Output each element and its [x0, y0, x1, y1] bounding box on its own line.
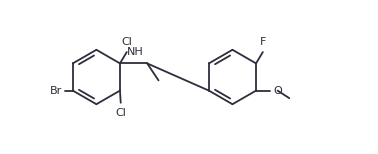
Text: NH: NH: [127, 47, 144, 57]
Text: Cl: Cl: [115, 108, 126, 118]
Text: Cl: Cl: [122, 37, 133, 47]
Text: Br: Br: [50, 86, 63, 96]
Text: O: O: [273, 86, 282, 96]
Text: F: F: [260, 37, 266, 47]
